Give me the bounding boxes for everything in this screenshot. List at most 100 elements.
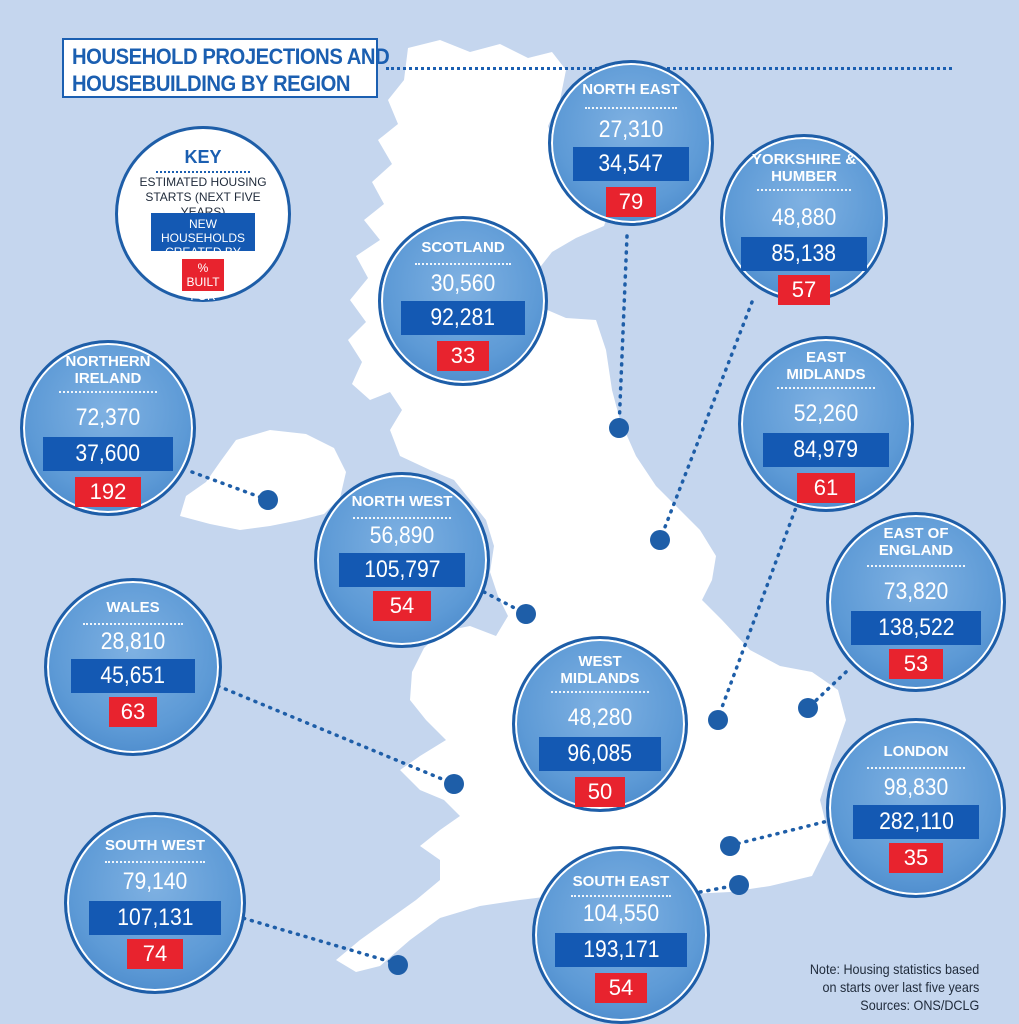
region-separator: [353, 517, 451, 519]
region-starts: 79,140: [122, 868, 188, 895]
region-households: 85,138: [741, 237, 867, 271]
region-starts: 30,560: [430, 270, 496, 297]
region-bubble-south-west: SOUTH WEST 79,140 107,131 74: [64, 812, 246, 994]
region-households-value: 107,131: [116, 904, 194, 931]
region-name: WEST MIDLANDS: [560, 653, 640, 687]
region-starts: 48,880: [771, 204, 837, 231]
key-households-label: NEW HOUSEHOLDS CREATED BY 2020: [151, 213, 255, 273]
region-bubble-north-east: NORTH EAST 27,310 34,547 79: [548, 60, 714, 226]
note-line-1: Note: Housing statistics based: [809, 961, 979, 977]
region-households-value: 34,547: [598, 150, 664, 177]
region-name: NORTH WEST: [351, 493, 453, 510]
key-separator: [156, 171, 250, 173]
key-title: KEY: [184, 147, 222, 167]
region-bubble-wales: WALES 28,810 45,651 63: [44, 578, 222, 756]
region-name: EAST OF ENGLAND: [878, 525, 954, 559]
location-dots: [258, 418, 818, 975]
region-households-value: 45,651: [100, 662, 166, 689]
region-bubble-west-midlands: WEST MIDLANDS 48,280 96,085 50: [512, 636, 688, 812]
dot-london: [720, 836, 740, 856]
region-households-value: 282,110: [878, 808, 954, 835]
region-households-value: 84,979: [793, 436, 859, 463]
region-households: 138,522: [851, 611, 981, 645]
region-starts: 48,280: [567, 704, 633, 731]
region-bubble-london: LONDON 98,830 282,110 35: [826, 718, 1006, 898]
region-bubble-scotland: SCOTLAND 30,560 92,281 33: [378, 216, 548, 386]
region-starts: 52,260: [793, 400, 859, 427]
region-households-value: 92,281: [430, 304, 496, 331]
region-households-value: 37,600: [75, 440, 141, 467]
region-households: 282,110: [853, 805, 979, 839]
region-separator: [867, 565, 965, 567]
dot-north-west: [516, 604, 536, 624]
region-households: 34,547: [573, 147, 689, 181]
region-name: NORTH EAST: [582, 81, 680, 98]
region-pct-built: 61: [797, 473, 855, 503]
region-pct-built: 54: [595, 973, 647, 1003]
region-households-value: 85,138: [771, 240, 837, 267]
map-title: HOUSEHOLD PROJECTIONS AND HOUSEBUILDING …: [62, 38, 390, 98]
region-starts: 72,370: [75, 404, 141, 431]
note-line-3: Sources: ONS/DCLG: [859, 997, 979, 1013]
title-line-2: HOUSEBUILDING BY REGION: [72, 71, 351, 96]
region-name: YORKSHIRE & HUMBER: [751, 151, 857, 185]
region-households-value: 138,522: [877, 614, 955, 641]
region-name: LONDON: [883, 743, 949, 760]
region-households-value: 193,171: [582, 936, 660, 963]
dot-north-east: [609, 418, 629, 438]
region-starts: 104,550: [582, 900, 660, 927]
region-bubble-north-west: NORTH WEST 56,890 105,797 54: [314, 472, 490, 648]
region-name: SCOTLAND: [421, 239, 505, 256]
region-name: SOUTH EAST: [572, 873, 670, 890]
region-name: WALES: [106, 599, 160, 616]
region-starts: 27,310: [598, 116, 664, 143]
region-households: 105,797: [339, 553, 465, 587]
region-name: SOUTH WEST: [105, 837, 205, 854]
region-households-value: 105,797: [363, 556, 441, 583]
region-pct-built: 35: [889, 843, 943, 873]
region-households: 107,131: [89, 901, 221, 935]
region-bubble-south-east: SOUTH EAST 104,550 193,171 54: [532, 846, 710, 1024]
region-bubble-yorkshire-humber: YORKSHIRE & HUMBER 48,880 85,138 57: [720, 134, 888, 305]
region-starts: 28,810: [100, 628, 166, 655]
region-starts: 98,830: [883, 774, 949, 801]
dot-south-west: [388, 955, 408, 975]
dot-east-midlands: [708, 710, 728, 730]
region-pct-built: 79: [606, 187, 656, 217]
region-starts: 73,820: [883, 578, 949, 605]
region-separator: [415, 263, 511, 265]
region-households: 37,600: [43, 437, 173, 471]
region-separator: [105, 861, 205, 863]
dot-wales: [444, 774, 464, 794]
region-pct-built: 33: [437, 341, 489, 371]
region-separator: [551, 691, 649, 693]
key-pct-label: % BUILT FOR: [182, 259, 224, 303]
dot-northern-ireland: [258, 490, 278, 510]
region-separator: [83, 623, 183, 625]
region-separator: [59, 391, 157, 393]
region-households-value: 96,085: [567, 740, 633, 767]
region-pct-built: 192: [75, 477, 141, 507]
region-households: 92,281: [401, 301, 525, 335]
region-bubble-east-of-england: EAST OF ENGLAND 73,820 138,522 53: [826, 512, 1006, 692]
region-separator: [585, 107, 677, 109]
dot-south-east: [729, 875, 749, 895]
region-pct-built: 54: [373, 591, 431, 621]
dot-yorkshire-humber: [650, 530, 670, 550]
key-legend: KEY ESTIMATED HOUSING STARTS (NEXT FIVE …: [115, 126, 291, 303]
region-pct-built: 50: [575, 777, 625, 807]
region-households: 96,085: [539, 737, 661, 771]
region-pct-built: 57: [778, 275, 830, 305]
region-separator: [777, 387, 875, 389]
region-pct-built: 74: [127, 939, 183, 969]
region-households: 45,651: [71, 659, 195, 693]
region-separator: [867, 767, 965, 769]
dot-east-of-england: [798, 698, 818, 718]
region-name: EAST MIDLANDS: [786, 349, 866, 383]
connector-lines: [190, 234, 848, 966]
region-bubble-east-midlands: EAST MIDLANDS 52,260 84,979 61: [738, 336, 914, 512]
region-bubble-northern-ireland: NORTHERN IRELAND 72,370 37,600 192: [20, 340, 196, 516]
region-pct-built: 53: [889, 649, 943, 679]
note-line-2: on starts over last five years: [822, 979, 979, 995]
northern-ireland-landmass: [180, 430, 346, 530]
